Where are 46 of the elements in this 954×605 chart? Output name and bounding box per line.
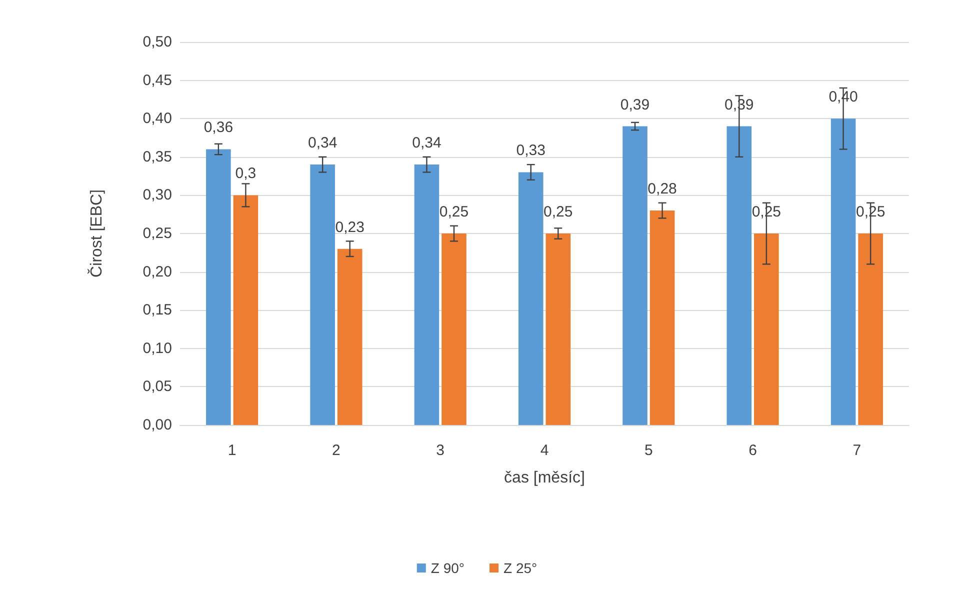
y-tick-label: 0,40 bbox=[142, 110, 172, 128]
y-tick-label: 0,00 bbox=[142, 416, 172, 434]
y-tick-label: 0,25 bbox=[142, 225, 172, 242]
x-tick-label: 3 bbox=[436, 442, 445, 459]
y-tick-label: 0,20 bbox=[142, 263, 172, 280]
x-tick-label: 4 bbox=[540, 442, 549, 459]
x-tick-label: 2 bbox=[332, 442, 340, 459]
bar bbox=[518, 172, 544, 425]
bar bbox=[233, 195, 258, 425]
bar bbox=[546, 234, 571, 425]
y-tick-label: 0,35 bbox=[142, 148, 172, 166]
data-label: 0,33 bbox=[516, 142, 546, 160]
data-label: 0,3 bbox=[235, 165, 256, 182]
data-label: 0,28 bbox=[648, 180, 677, 198]
y-tick-label: 0,30 bbox=[142, 186, 172, 204]
data-label: 0,36 bbox=[204, 119, 234, 136]
data-label: 0,25 bbox=[544, 204, 573, 220]
y-tick-label: 0,45 bbox=[142, 72, 172, 89]
bar bbox=[337, 248, 362, 425]
y-tick-label: 0,15 bbox=[142, 302, 172, 319]
data-label: 0,23 bbox=[335, 218, 364, 236]
bar bbox=[414, 164, 440, 425]
x-axis-title: čas [měsíc] bbox=[504, 470, 585, 486]
bar bbox=[754, 234, 779, 425]
bar bbox=[830, 118, 856, 425]
bar bbox=[206, 149, 231, 425]
legend-label: Z 90° bbox=[430, 560, 465, 576]
y-tick-label: 0,10 bbox=[142, 340, 172, 357]
data-label: 0,34 bbox=[412, 134, 442, 152]
bar bbox=[858, 234, 883, 425]
y-tick-label: 0,50 bbox=[142, 34, 172, 50]
data-label: 0,25 bbox=[439, 204, 469, 220]
x-tick-label: 5 bbox=[644, 442, 653, 459]
data-label: 0,39 bbox=[620, 96, 650, 114]
bar bbox=[622, 126, 648, 425]
x-tick-label: 7 bbox=[852, 442, 862, 459]
bar bbox=[726, 126, 752, 425]
y-axis-title: Čirost [EBC] bbox=[88, 189, 106, 278]
bar bbox=[442, 234, 466, 425]
bar bbox=[650, 210, 675, 425]
x-tick-label: 1 bbox=[228, 442, 236, 459]
bar bbox=[310, 164, 335, 425]
y-tick-label: 0,05 bbox=[142, 378, 172, 396]
x-tick-label: 6 bbox=[748, 442, 757, 459]
legend-label: Z 25° bbox=[504, 560, 538, 576]
data-label: 0,34 bbox=[308, 134, 338, 152]
